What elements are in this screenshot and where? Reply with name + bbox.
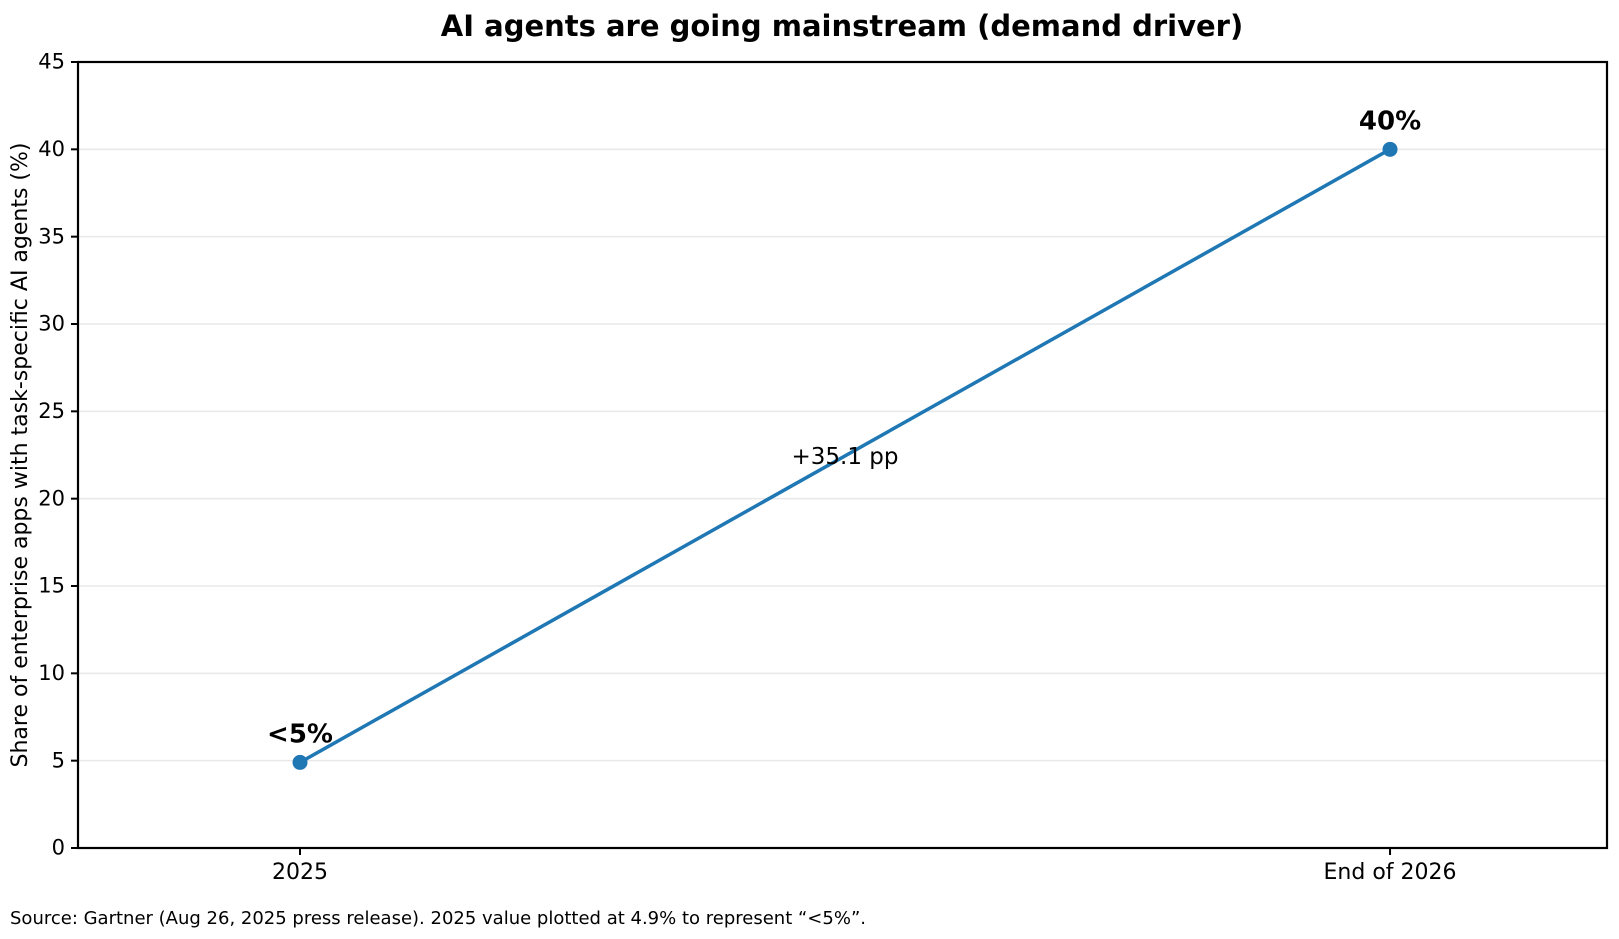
x-axis-ticks: 2025 End of 2026 bbox=[272, 848, 1457, 885]
y-axis-ticks: 0 5 10 15 20 25 30 35 40 45 bbox=[38, 50, 78, 860]
data-point bbox=[1382, 141, 1398, 157]
source-note: Source: Gartner (Aug 26, 2025 press rele… bbox=[10, 908, 866, 929]
x-tick-label: End of 2026 bbox=[1324, 860, 1457, 885]
y-tick-label: 15 bbox=[38, 574, 65, 598]
y-tick-label: 35 bbox=[38, 224, 65, 248]
y-tick-label: 45 bbox=[38, 50, 65, 74]
y-tick-label: 10 bbox=[38, 661, 65, 685]
plot-border bbox=[76, 60, 1609, 850]
x-tick-label: 2025 bbox=[272, 860, 328, 885]
series-line bbox=[298, 147, 1392, 765]
y-tick-label: 25 bbox=[38, 399, 65, 423]
series: <5% 40% bbox=[267, 106, 1421, 770]
y-tick-label: 40 bbox=[38, 137, 65, 161]
data-point bbox=[292, 754, 308, 770]
y-axis-label: Share of enterprise apps with task-speci… bbox=[8, 143, 33, 768]
midpoint-annotation: +35.1 pp bbox=[792, 444, 899, 470]
y-tick-label: 20 bbox=[38, 486, 65, 510]
data-point-label: 40% bbox=[1359, 106, 1421, 136]
y-tick-label: 30 bbox=[38, 312, 65, 336]
chart-title: AI agents are going mainstream (demand d… bbox=[441, 9, 1243, 43]
data-point-label: <5% bbox=[267, 719, 333, 749]
y-tick-label: 0 bbox=[52, 836, 65, 860]
y-tick-label: 5 bbox=[52, 748, 65, 772]
